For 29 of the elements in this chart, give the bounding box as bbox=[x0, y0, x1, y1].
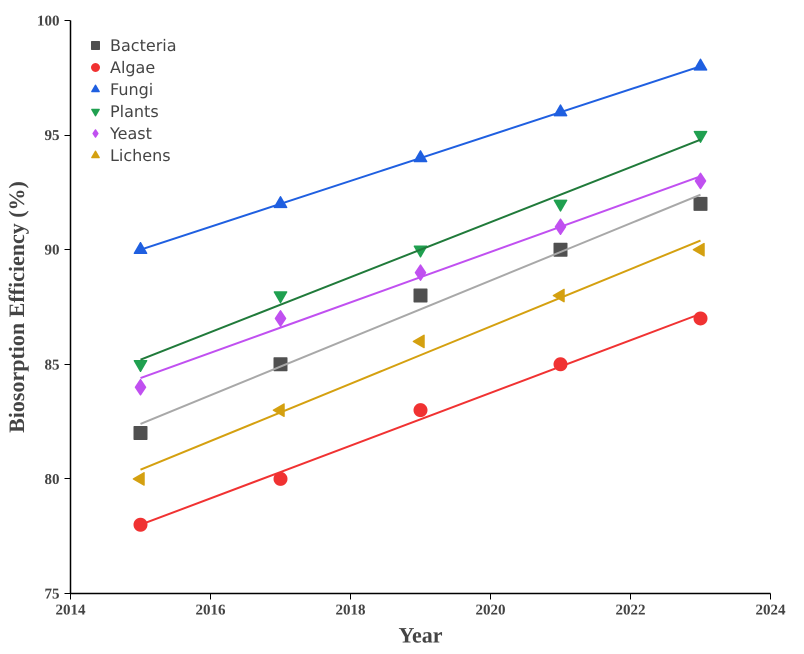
legend-label: Yeast bbox=[110, 124, 152, 142]
y-tick-label: 75 bbox=[44, 586, 60, 602]
x-tick-label: 2016 bbox=[196, 602, 226, 618]
legend-label: Plants bbox=[110, 102, 159, 120]
legend-label: Algae bbox=[110, 58, 156, 76]
x-tick-label: 2024 bbox=[756, 602, 786, 618]
point bbox=[414, 288, 428, 303]
x-tick-label: 2020 bbox=[476, 602, 506, 618]
point bbox=[694, 311, 708, 326]
y-axis-title: Biosorption Efficiency (%) bbox=[4, 181, 29, 433]
point bbox=[414, 403, 428, 418]
y-tick-label: 85 bbox=[44, 357, 60, 374]
x-tick-label: 2014 bbox=[56, 602, 86, 618]
point bbox=[694, 196, 708, 211]
legend-label: Fungi bbox=[110, 80, 154, 98]
x-tick-label: 2022 bbox=[616, 602, 646, 618]
x-tick-label: 2018 bbox=[336, 602, 366, 618]
point bbox=[134, 426, 148, 440]
y-tick-label: 95 bbox=[44, 128, 60, 144]
legend-label: Lichens bbox=[110, 146, 171, 164]
point bbox=[274, 472, 288, 486]
legend-label: Bacteria bbox=[110, 36, 177, 54]
point bbox=[134, 518, 148, 532]
y-tick-label: 100 bbox=[37, 14, 60, 30]
x-axis-title: Year bbox=[398, 622, 443, 648]
y-tick-label: 80 bbox=[44, 472, 60, 488]
line-series bbox=[140, 240, 702, 471]
y-tick-label: 90 bbox=[44, 242, 60, 259]
line-series bbox=[140, 194, 702, 425]
